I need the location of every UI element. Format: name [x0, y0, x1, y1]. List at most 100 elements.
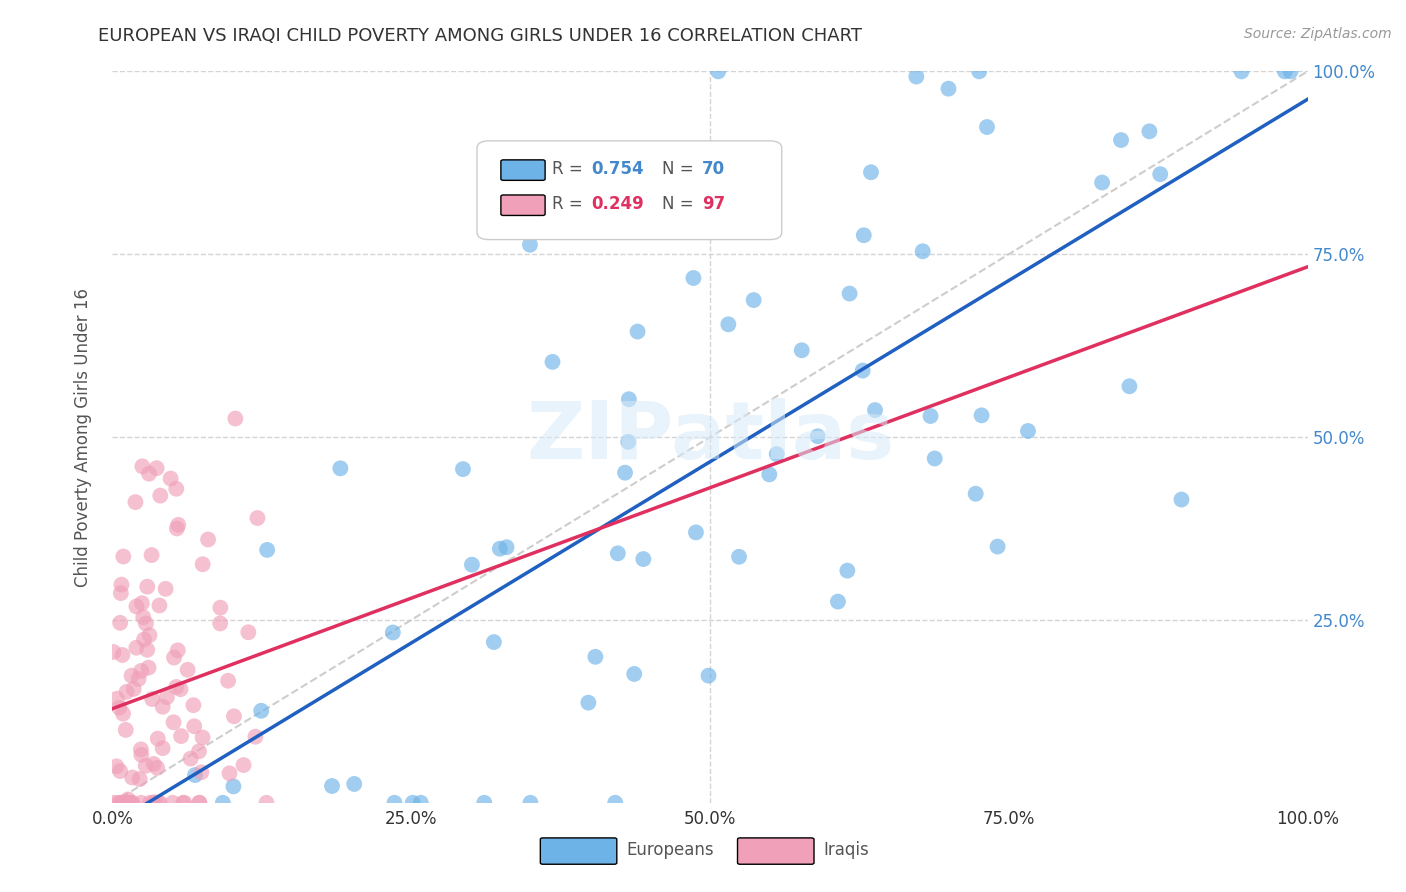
Europeans [519, 796, 541, 810]
Iraqis [114, 723, 136, 737]
Iraqis [131, 747, 153, 762]
Iraqis [256, 796, 278, 810]
Iraqis [246, 511, 269, 525]
Europeans [256, 542, 278, 557]
Iraqis [132, 610, 155, 624]
Iraqis [132, 632, 155, 647]
Europeans [212, 796, 235, 810]
Iraqis [141, 548, 163, 562]
Europeans [987, 540, 1010, 554]
Europeans [717, 318, 740, 332]
Europeans [519, 237, 541, 252]
Europeans [402, 796, 425, 810]
Europeans [184, 768, 207, 782]
Europeans [1091, 176, 1114, 190]
Iraqis [190, 765, 212, 780]
Europeans [938, 81, 960, 95]
Europeans [1230, 64, 1253, 78]
Iraqis [114, 796, 136, 810]
Europeans [863, 403, 886, 417]
Iraqis [125, 599, 148, 614]
Iraqis [232, 758, 254, 772]
Iraqis [111, 796, 134, 810]
Iraqis [148, 599, 170, 613]
Iraqis [224, 411, 246, 425]
Iraqis [128, 772, 150, 786]
Iraqis [110, 577, 132, 591]
Iraqis [136, 580, 159, 594]
Text: 0.754: 0.754 [592, 160, 644, 178]
Iraqis [138, 628, 160, 642]
Iraqis [188, 796, 211, 810]
Iraqis [143, 795, 166, 809]
FancyBboxPatch shape [477, 141, 782, 240]
Iraqis [121, 669, 143, 683]
Iraqis [103, 645, 125, 659]
Iraqis [129, 664, 152, 678]
Iraqis [141, 692, 163, 706]
Europeans [451, 462, 474, 476]
Europeans [911, 244, 934, 259]
Text: R =: R = [553, 194, 588, 213]
Iraqis [105, 759, 128, 773]
Iraqis [115, 685, 138, 699]
Europeans [838, 286, 860, 301]
Iraqis [135, 758, 157, 772]
Iraqis [118, 796, 141, 810]
Europeans [605, 796, 627, 810]
Iraqis [108, 615, 131, 630]
Europeans [626, 325, 648, 339]
Iraqis [142, 756, 165, 771]
Iraqis [121, 771, 143, 785]
Iraqis [142, 796, 165, 810]
Iraqis [111, 648, 134, 662]
FancyBboxPatch shape [501, 160, 546, 180]
Iraqis [173, 796, 195, 810]
Iraqis [167, 517, 190, 532]
Iraqis [209, 616, 232, 631]
Europeans [576, 696, 599, 710]
Y-axis label: Child Poverty Among Girls Under 16: Child Poverty Among Girls Under 16 [73, 287, 91, 587]
Iraqis [188, 744, 211, 758]
Iraqis [146, 796, 169, 810]
Europeans [633, 552, 655, 566]
Iraqis [146, 731, 169, 746]
Iraqis [197, 533, 219, 547]
Iraqis [152, 699, 174, 714]
Iraqis [238, 625, 260, 640]
Iraqis [165, 482, 187, 496]
Iraqis [191, 558, 214, 572]
Text: 0.249: 0.249 [592, 194, 644, 213]
Iraqis [222, 709, 245, 723]
Europeans [617, 392, 640, 407]
Europeans [790, 343, 813, 358]
Europeans [807, 429, 830, 443]
Europeans [742, 156, 765, 170]
Europeans [409, 796, 432, 810]
Iraqis [155, 582, 177, 596]
Iraqis [166, 521, 188, 535]
Europeans [617, 434, 640, 449]
Iraqis [169, 682, 191, 697]
Iraqis [112, 706, 135, 721]
Europeans [1137, 124, 1160, 138]
Text: N =: N = [662, 194, 699, 213]
Europeans [924, 451, 946, 466]
Iraqis [183, 719, 205, 733]
Iraqis [110, 586, 132, 600]
Europeans [970, 409, 993, 423]
Iraqis [163, 650, 186, 665]
Europeans [728, 549, 751, 564]
Europeans [682, 271, 704, 285]
Europeans [920, 409, 942, 423]
FancyBboxPatch shape [540, 838, 617, 864]
Europeans [852, 228, 875, 243]
Iraqis [146, 761, 169, 775]
Europeans [482, 635, 505, 649]
Iraqis [114, 796, 136, 810]
Iraqis [209, 600, 232, 615]
Text: EUROPEAN VS IRAQI CHILD POVERTY AMONG GIRLS UNDER 16 CORRELATION CHART: EUROPEAN VS IRAQI CHILD POVERTY AMONG GI… [98, 27, 862, 45]
Iraqis [152, 741, 174, 756]
Europeans [967, 64, 990, 78]
Europeans [765, 447, 787, 461]
